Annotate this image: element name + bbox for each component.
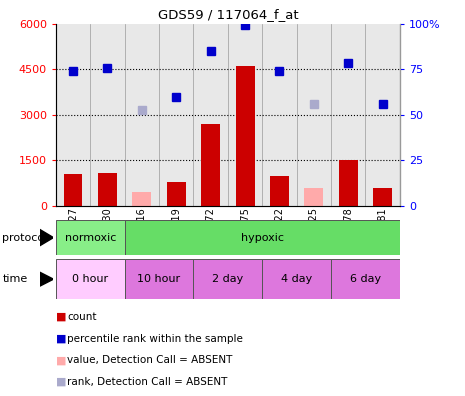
Text: 4 day: 4 day bbox=[281, 274, 312, 284]
Bar bbox=[56, 24, 90, 206]
Text: count: count bbox=[67, 312, 97, 322]
Text: percentile rank within the sample: percentile rank within the sample bbox=[67, 333, 243, 344]
Text: 0 hour: 0 hour bbox=[72, 274, 108, 284]
Bar bbox=[133, 192, 151, 206]
Bar bbox=[297, 24, 331, 206]
Text: 2 day: 2 day bbox=[212, 274, 244, 284]
Text: ■: ■ bbox=[56, 377, 66, 387]
Bar bbox=[373, 188, 392, 206]
Polygon shape bbox=[40, 272, 53, 286]
Text: ■: ■ bbox=[56, 312, 66, 322]
Bar bbox=[98, 173, 117, 206]
Bar bbox=[125, 220, 400, 255]
Bar bbox=[270, 175, 289, 206]
Bar bbox=[90, 24, 125, 206]
Bar bbox=[125, 259, 193, 299]
Text: rank, Detection Call = ABSENT: rank, Detection Call = ABSENT bbox=[67, 377, 228, 387]
Text: ■: ■ bbox=[56, 355, 66, 366]
Bar bbox=[193, 24, 228, 206]
Text: normoxic: normoxic bbox=[65, 232, 116, 243]
Bar bbox=[228, 24, 262, 206]
Bar bbox=[193, 259, 262, 299]
Bar bbox=[201, 124, 220, 206]
Bar bbox=[236, 66, 254, 206]
Text: value, Detection Call = ABSENT: value, Detection Call = ABSENT bbox=[67, 355, 233, 366]
Text: 10 hour: 10 hour bbox=[138, 274, 180, 284]
Bar bbox=[262, 259, 331, 299]
Text: time: time bbox=[2, 274, 27, 284]
Text: hypoxic: hypoxic bbox=[241, 232, 284, 243]
Polygon shape bbox=[40, 229, 53, 246]
Text: 6 day: 6 day bbox=[350, 274, 381, 284]
Bar bbox=[56, 220, 125, 255]
Bar bbox=[365, 24, 400, 206]
Title: GDS59 / 117064_f_at: GDS59 / 117064_f_at bbox=[158, 8, 298, 21]
Text: protocol: protocol bbox=[2, 232, 47, 243]
Bar bbox=[167, 182, 186, 206]
Bar bbox=[305, 188, 323, 206]
Text: ■: ■ bbox=[56, 333, 66, 344]
Bar bbox=[159, 24, 193, 206]
Bar bbox=[56, 259, 125, 299]
Bar bbox=[64, 174, 82, 206]
Bar bbox=[125, 24, 159, 206]
Bar bbox=[331, 24, 365, 206]
Bar bbox=[339, 160, 358, 206]
Bar bbox=[331, 259, 400, 299]
Bar bbox=[262, 24, 297, 206]
